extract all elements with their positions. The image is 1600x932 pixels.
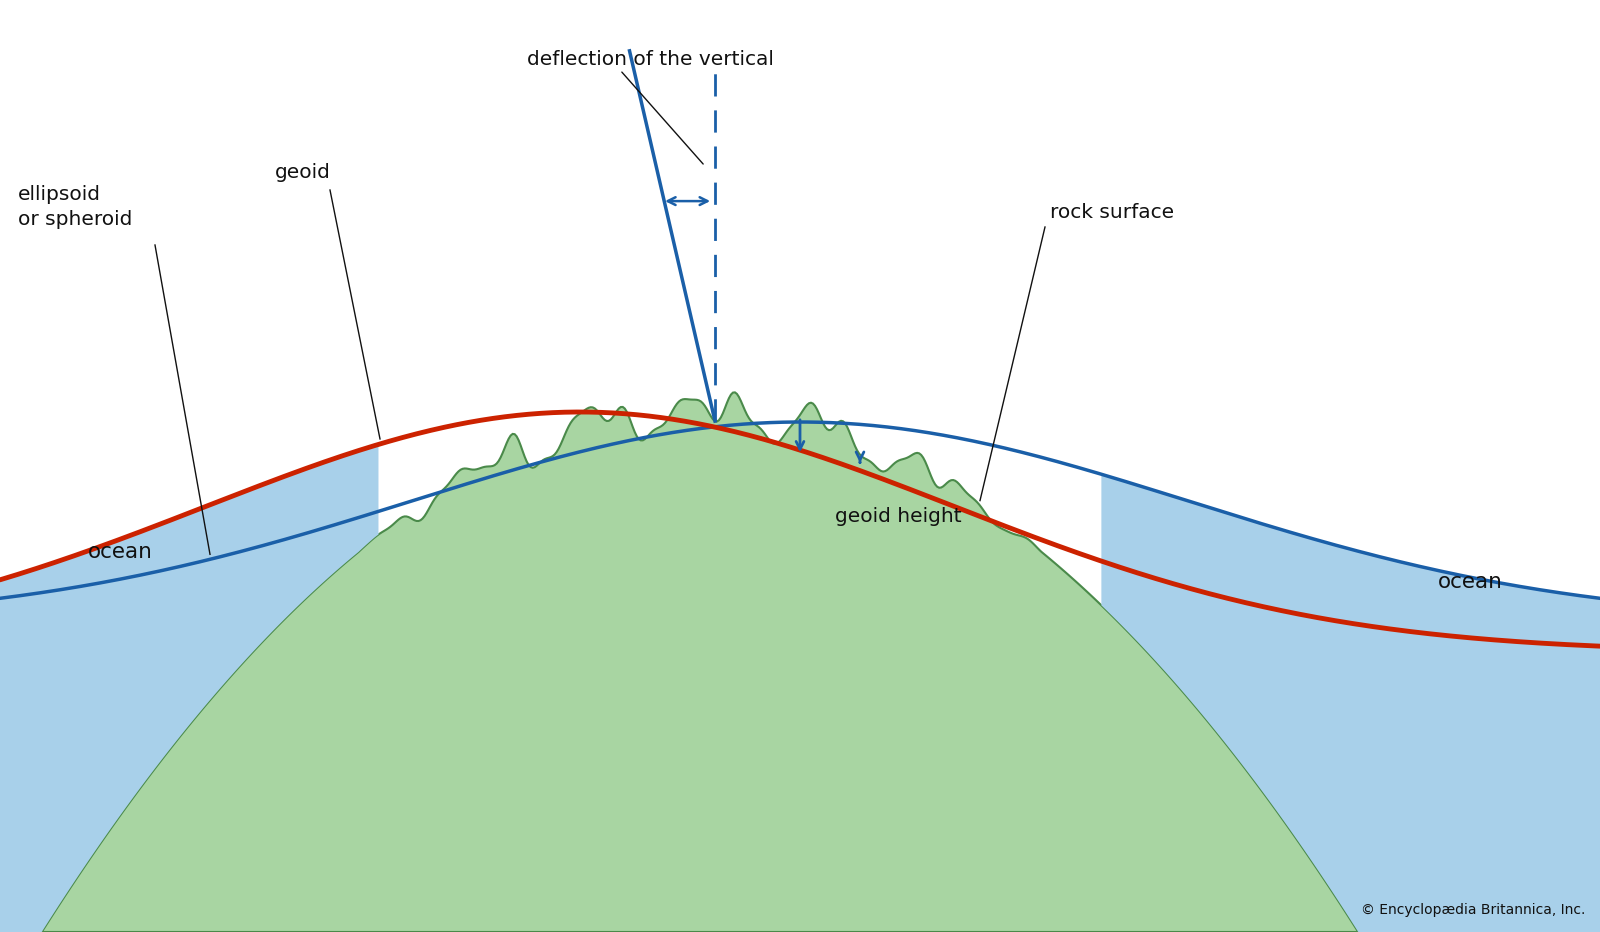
Text: geoid: geoid [275, 162, 331, 182]
Text: rock surface: rock surface [1050, 202, 1174, 222]
Text: ocean: ocean [1437, 572, 1502, 592]
Text: deflection of the vertical: deflection of the vertical [526, 50, 773, 69]
Polygon shape [0, 392, 1600, 932]
Text: ocean: ocean [88, 542, 152, 562]
Text: ellipsoid
or spheroid: ellipsoid or spheroid [18, 185, 133, 229]
Polygon shape [0, 445, 379, 932]
Polygon shape [1101, 474, 1600, 932]
Text: © Encyclopædia Britannica, Inc.: © Encyclopædia Britannica, Inc. [1360, 903, 1586, 917]
Text: geoid height: geoid height [835, 508, 962, 527]
